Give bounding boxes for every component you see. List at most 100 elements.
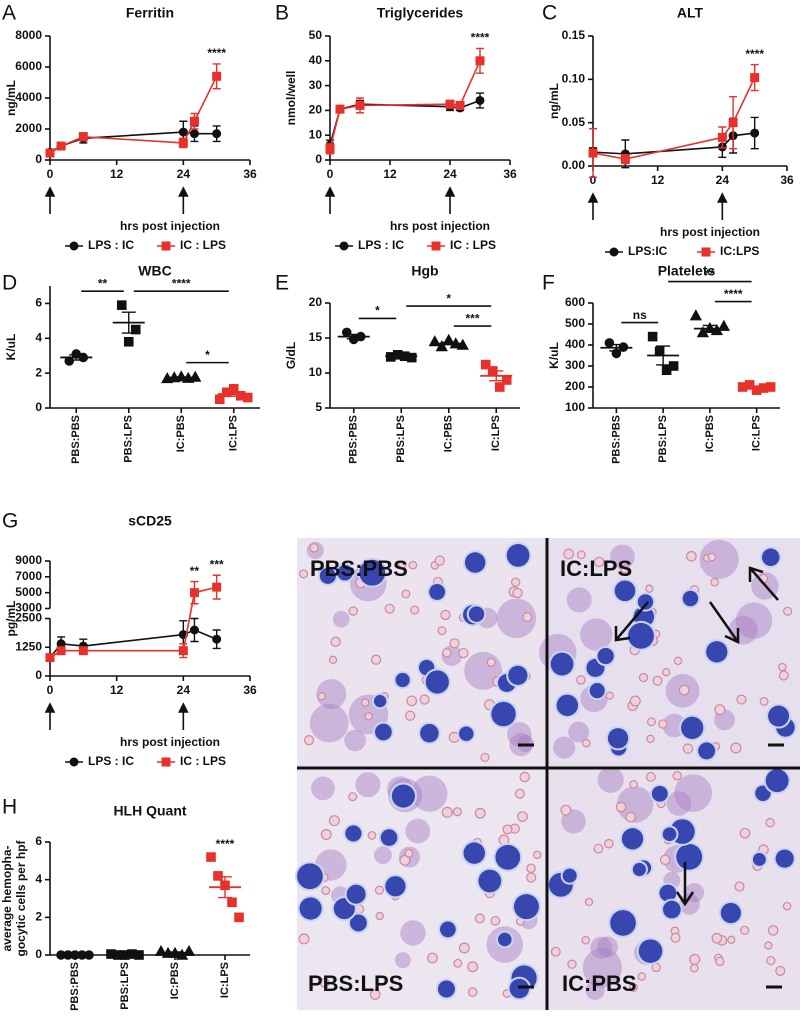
red-cell [367, 831, 377, 840]
x-tick-label: PBS:PBS [348, 415, 360, 464]
point [455, 100, 465, 110]
red-cell [689, 953, 701, 965]
panel-letter: H [2, 796, 17, 819]
y-tick-label: 4 [35, 330, 42, 344]
sem-bar [346, 333, 361, 340]
red-cell [512, 587, 523, 599]
x-tick-label: 0 [47, 683, 54, 697]
x-tick-label: 12 [383, 167, 397, 181]
red-cell [673, 656, 683, 666]
red-cell [766, 955, 776, 966]
chart-title: Triglycerides [377, 5, 464, 21]
y-tick-label: 10 [309, 127, 323, 141]
red-cell [689, 963, 699, 973]
nucleus [440, 921, 456, 938]
point [56, 646, 66, 656]
x-tick-label: IC:LPS [490, 415, 502, 451]
x-tick-label: IC:LPS [219, 962, 231, 998]
x-tick-label: PBS:PBS [69, 962, 81, 1011]
red-cell [686, 550, 697, 562]
point [701, 247, 711, 257]
red-cell [309, 543, 319, 553]
injection-arrow [717, 192, 728, 220]
red-cell [369, 989, 381, 1000]
nucleus [337, 565, 353, 581]
red-cell [328, 815, 340, 827]
sem-bar [749, 385, 764, 390]
point [604, 338, 615, 348]
red-cell [328, 655, 338, 665]
x-tick-label: 36 [503, 167, 517, 181]
y-tick-label: 0 [35, 152, 42, 166]
x-axis-label: hrs post injection [120, 735, 220, 749]
y-tick-label: 5 [315, 400, 322, 414]
cytoplasm [400, 920, 426, 946]
cytoplasm [566, 587, 592, 613]
point [178, 127, 188, 137]
red-cell [778, 670, 789, 681]
x-tick-label: 36 [243, 167, 257, 181]
panel-letter: E [275, 272, 289, 295]
point [435, 340, 448, 352]
nucleus [509, 978, 530, 999]
legend-label: LPS:IC [628, 244, 668, 258]
bracket-label: ns [633, 308, 647, 322]
nucleus [621, 828, 644, 850]
x-tick-label: 24 [443, 167, 457, 181]
significance: **** [471, 31, 490, 45]
red-cell [486, 657, 496, 667]
red-cell [526, 872, 537, 883]
series-line [49, 629, 217, 659]
y-axis-label: K/uL [4, 334, 18, 361]
cytoplasm [597, 766, 624, 793]
point [45, 148, 55, 158]
red-cell [398, 560, 407, 569]
nucleus [299, 897, 322, 920]
cytoplasm [580, 618, 613, 651]
red-cell [625, 811, 637, 823]
x-tick-label: 0 [590, 173, 597, 187]
x-tick-label: IC:LPS [228, 415, 240, 451]
y-tick-label: 10 [309, 365, 323, 379]
nucleus [425, 670, 449, 694]
nucleus [380, 829, 398, 846]
point [161, 241, 171, 251]
cytoplasm [596, 936, 619, 958]
point [178, 646, 188, 656]
y-tick-label: 400 [565, 337, 585, 351]
red-cell [458, 647, 469, 659]
red-cell [370, 654, 382, 665]
sem-bar [656, 345, 671, 366]
nucleus [385, 876, 406, 897]
x-tick-label: 24 [716, 173, 730, 187]
nucleus [556, 694, 579, 717]
y-axis-label: gocytic cells per hpf [14, 839, 28, 956]
x-tick-label: PBS:LPS [119, 962, 131, 1010]
micrograph-label: IC:LPS [560, 556, 632, 581]
nucleus [628, 622, 654, 649]
point [728, 118, 738, 128]
nucleus [459, 726, 474, 741]
nucleus [662, 900, 681, 919]
point [647, 331, 658, 342]
legend-label: IC:LPS [720, 244, 759, 258]
red-cell [408, 560, 418, 570]
red-cell [480, 752, 490, 763]
y-tick-label: 0.05 [562, 115, 586, 129]
red-cell [593, 556, 605, 568]
x-tick-label: PBS:LPS [395, 415, 407, 463]
point [475, 95, 485, 105]
significance: **** [207, 46, 226, 60]
y-tick-label: 30 [309, 78, 323, 92]
pointer-arrow [675, 862, 695, 907]
y-axis-label: K/uL [547, 342, 561, 369]
point [744, 380, 755, 390]
y-axis-label: ng/mL [4, 80, 18, 116]
x-tick-label: IC:LPS [751, 415, 763, 451]
red-cell [458, 942, 470, 954]
injection-arrow [587, 192, 599, 220]
point [588, 148, 598, 158]
point [116, 300, 127, 310]
sem-bar [609, 343, 624, 352]
red-cell [532, 850, 542, 860]
